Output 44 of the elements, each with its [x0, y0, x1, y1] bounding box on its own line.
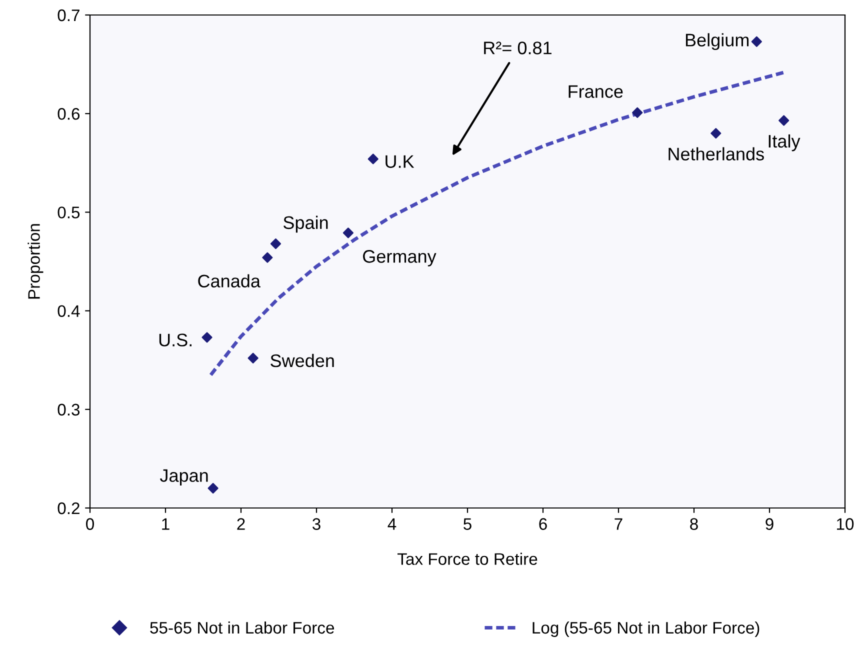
x-tick-label: 5	[464, 518, 472, 530]
x-tick-label: 2	[237, 518, 245, 530]
y-tick-label: 0.3	[58, 404, 80, 416]
annotation: U.K	[386, 155, 414, 168]
point	[632, 107, 643, 118]
x-tick-label: 3	[312, 518, 320, 530]
y-axis-title: Proportion	[28, 224, 44, 299]
annotation: Germany	[363, 250, 436, 266]
annotation: Canada	[198, 274, 260, 288]
point	[248, 352, 258, 364]
annotation: R²= 0.81	[484, 42, 552, 54]
legend-label: Log (55-65 Not in Labor Force)	[532, 621, 760, 637]
point	[710, 128, 722, 139]
y-tick-label: 0.4	[58, 305, 80, 318]
x-tick-label: 6	[539, 518, 547, 530]
point	[262, 252, 273, 263]
point	[368, 154, 378, 164]
x-tick-label: 10	[837, 518, 854, 530]
annotation: Italy	[768, 134, 800, 152]
x-tick-label: 4	[388, 518, 396, 530]
annotation: Sweden	[270, 354, 334, 368]
x-axis-title: Tax Force to Retire	[397, 552, 538, 565]
x-tick-label: 1	[162, 518, 170, 530]
point	[202, 332, 212, 343]
y-tick-label: 0.5	[58, 206, 80, 218]
annotation: U.S.	[159, 334, 192, 346]
y-tick-label: 0.2	[58, 502, 80, 514]
legend-label: 55-65 Not in Labor Force	[150, 621, 334, 634]
annotation: Belgium	[686, 33, 749, 50]
point	[342, 228, 354, 238]
point	[778, 115, 790, 126]
x-tick-label: 9	[766, 518, 774, 530]
y-tick-label: 0.7	[58, 9, 80, 22]
y-tick-label: 0.6	[58, 108, 80, 120]
x-tick-label: 7	[614, 518, 622, 530]
annotation: France	[568, 85, 623, 98]
annotation: Japan	[160, 469, 208, 486]
point	[270, 238, 282, 250]
annotation: Spain	[283, 216, 328, 233]
point	[751, 36, 762, 47]
x-tick-label: 8	[690, 518, 698, 530]
x-tick-label: 0	[86, 518, 94, 530]
annotation: Netherlands	[668, 147, 764, 160]
point	[208, 482, 218, 494]
